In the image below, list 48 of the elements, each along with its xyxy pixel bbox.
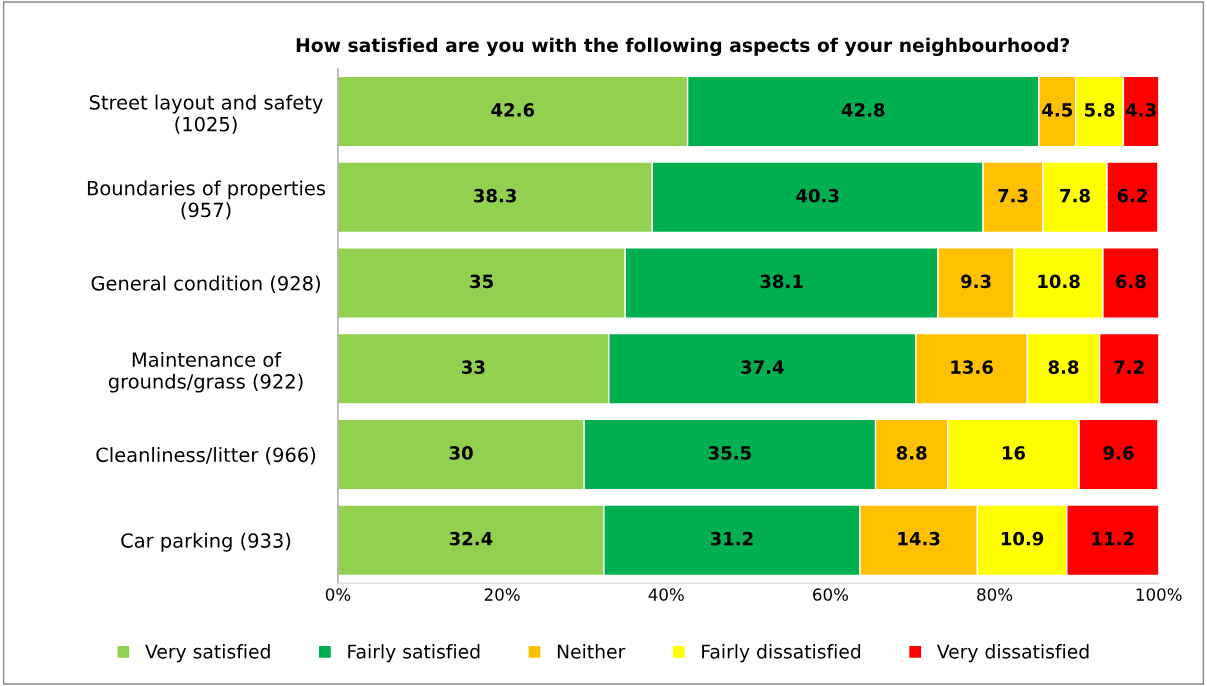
data-label: 35 [470,274,493,289]
x-tick-label: 80% [977,588,1013,601]
data-label: 9.3 [961,274,991,289]
y-tick-label: Car parking (933) [121,532,291,552]
data-label: 33 [462,360,485,374]
data-label: 7.3 [998,188,1028,203]
x-tick-label: 40% [648,588,684,601]
legend-label: Very satisfied [145,644,270,663]
data-label: 4.5 [1042,103,1073,117]
legend-label: Fairly dissatisfied [702,644,861,663]
data-label: 7.8 [1060,188,1090,203]
data-label: 9.6 [1103,446,1134,460]
data-label: 8.8 [896,446,927,460]
y-tick-label: Maintenance of grounds/grass (922) [108,351,303,393]
data-label: 16 [1002,446,1026,460]
y-tick-label: Boundaries of properties (957) [87,180,326,220]
x-tick-label: 100% [1136,588,1182,601]
data-label: 13.6 [951,360,993,374]
data-label: 4.3 [1125,103,1156,117]
legend-label: Fairly satisfied [348,644,480,663]
data-label: 42.6 [491,103,535,117]
x-tick-label: 0% [325,588,351,601]
data-label: 8.8 [1048,360,1079,374]
data-label: 32.4 [449,531,493,546]
x-tick-label: 20% [484,588,520,601]
data-label: 7.2 [1114,360,1144,374]
y-tick-label: General condition (928) [91,275,320,293]
chart-title: How satisfied are you with the following aspects of your neighbourhood? [296,37,1070,56]
data-label: 5.8 [1085,103,1115,117]
y-tick-label: Street layout and safety (1025) [89,94,323,134]
data-label: 38.3 [474,188,516,203]
data-label: 42.8 [841,103,885,117]
data-label: 14.3 [898,531,940,546]
x-tick-label: 60% [813,588,849,601]
data-label: 35.5 [708,446,751,460]
data-label: 31.2 [710,531,753,546]
data-label: 6.8 [1115,274,1146,289]
data-label: 37.4 [741,360,784,374]
legend-label: Very dissatisfied [936,644,1089,663]
data-label: 6.2 [1117,188,1147,203]
legend-label: Neither [557,644,626,659]
data-label: 10.9 [1001,531,1044,546]
data-label: 10.8 [1038,274,1080,289]
data-label: 38.1 [760,274,803,289]
y-tick-label: Cleanliness/litter (966) [96,447,316,465]
data-label: 11.2 [1092,531,1134,546]
data-label: 40.3 [796,188,839,203]
data-label: 30 [449,446,473,460]
